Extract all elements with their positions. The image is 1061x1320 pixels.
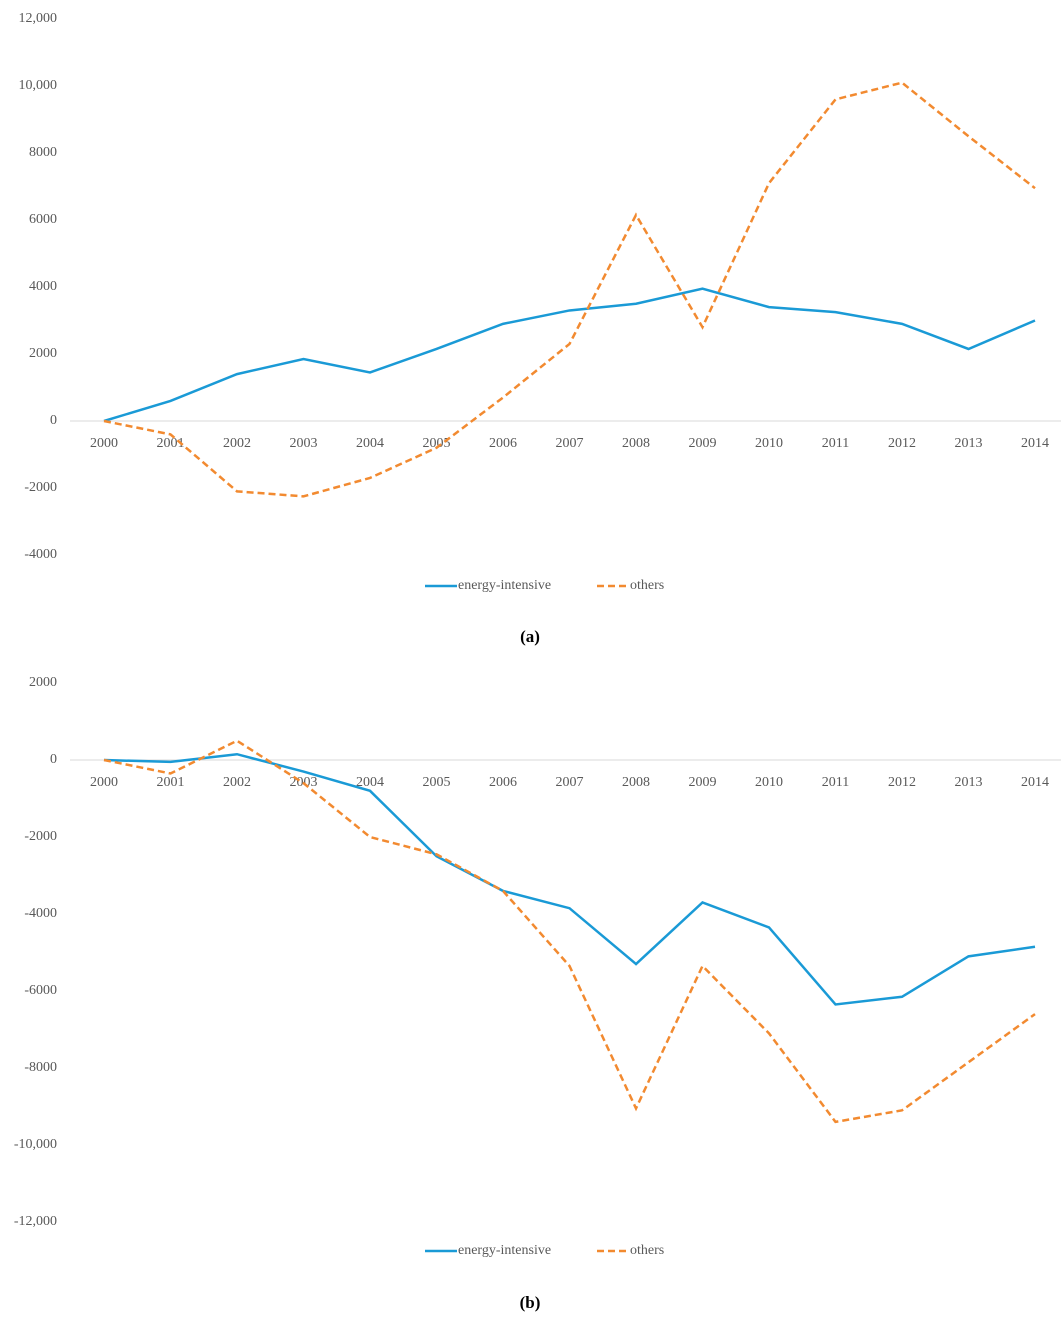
x-tick-label: 2014 <box>1021 775 1049 790</box>
data-line <box>103 287 1036 423</box>
x-tick-label: 2011 <box>822 775 849 790</box>
y-tick-label: -4000 <box>24 906 57 921</box>
x-tick-label: 2004 <box>356 775 384 790</box>
y-tick-label: -4000 <box>24 547 57 562</box>
x-tick-label: 2009 <box>689 775 717 790</box>
caption: (b) <box>520 1293 541 1312</box>
legend-label: others <box>630 1243 664 1258</box>
x-tick-label: 2014 <box>1021 436 1049 451</box>
x-tick-label: 2002 <box>223 436 251 451</box>
y-tick-label: 6000 <box>29 212 57 227</box>
y-tick-label: 0 <box>50 413 57 428</box>
x-tick-label: 2010 <box>755 436 783 451</box>
y-tick-label: 10,000 <box>19 78 58 93</box>
y-tick-label: -2000 <box>24 480 57 495</box>
data-line <box>103 752 1036 1006</box>
y-tick-label: 8000 <box>29 145 57 160</box>
x-tick-label: 2003 <box>290 436 318 451</box>
y-tick-label: 12,000 <box>19 11 58 26</box>
y-tick-label: -12,000 <box>14 1214 57 1229</box>
y-tick-label: 0 <box>50 752 57 767</box>
x-tick-label: 2000 <box>90 436 118 451</box>
x-tick-label: 2005 <box>423 436 451 451</box>
x-tick-label: 2010 <box>755 775 783 790</box>
x-tick-label: 2013 <box>955 775 983 790</box>
x-tick-label: 2011 <box>822 436 849 451</box>
x-tick-label: 2012 <box>888 775 916 790</box>
x-tick-label: 2008 <box>622 775 650 790</box>
x-tick-label: 2012 <box>888 436 916 451</box>
x-tick-label: 2001 <box>157 436 185 451</box>
x-tick-label: 2007 <box>556 436 584 451</box>
y-tick-label: -8000 <box>24 1060 57 1075</box>
x-tick-label: 2002 <box>223 775 251 790</box>
y-tick-label: 4000 <box>29 279 57 294</box>
legend-label: others <box>630 578 664 593</box>
x-tick-label: 2008 <box>622 436 650 451</box>
x-tick-label: 2006 <box>489 775 517 790</box>
y-tick-label: -10,000 <box>14 1137 57 1152</box>
x-tick-label: 2013 <box>955 436 983 451</box>
x-tick-label: 2001 <box>157 775 185 790</box>
y-tick-label: -6000 <box>24 983 57 998</box>
x-tick-label: 2005 <box>423 775 451 790</box>
legend-label: energy-intensive <box>458 578 551 593</box>
x-tick-label: 2009 <box>689 436 717 451</box>
x-tick-label: 2004 <box>356 436 384 451</box>
caption: (a) <box>520 627 540 646</box>
data-line <box>103 739 1036 1124</box>
legend-label: energy-intensive <box>458 1243 551 1258</box>
data-line <box>103 81 1036 498</box>
y-tick-label: -2000 <box>24 829 57 844</box>
y-tick-label: 2000 <box>29 675 57 690</box>
x-tick-label: 2000 <box>90 775 118 790</box>
x-tick-label: 2006 <box>489 436 517 451</box>
x-tick-label: 2007 <box>556 775 584 790</box>
y-tick-label: 2000 <box>29 346 57 361</box>
